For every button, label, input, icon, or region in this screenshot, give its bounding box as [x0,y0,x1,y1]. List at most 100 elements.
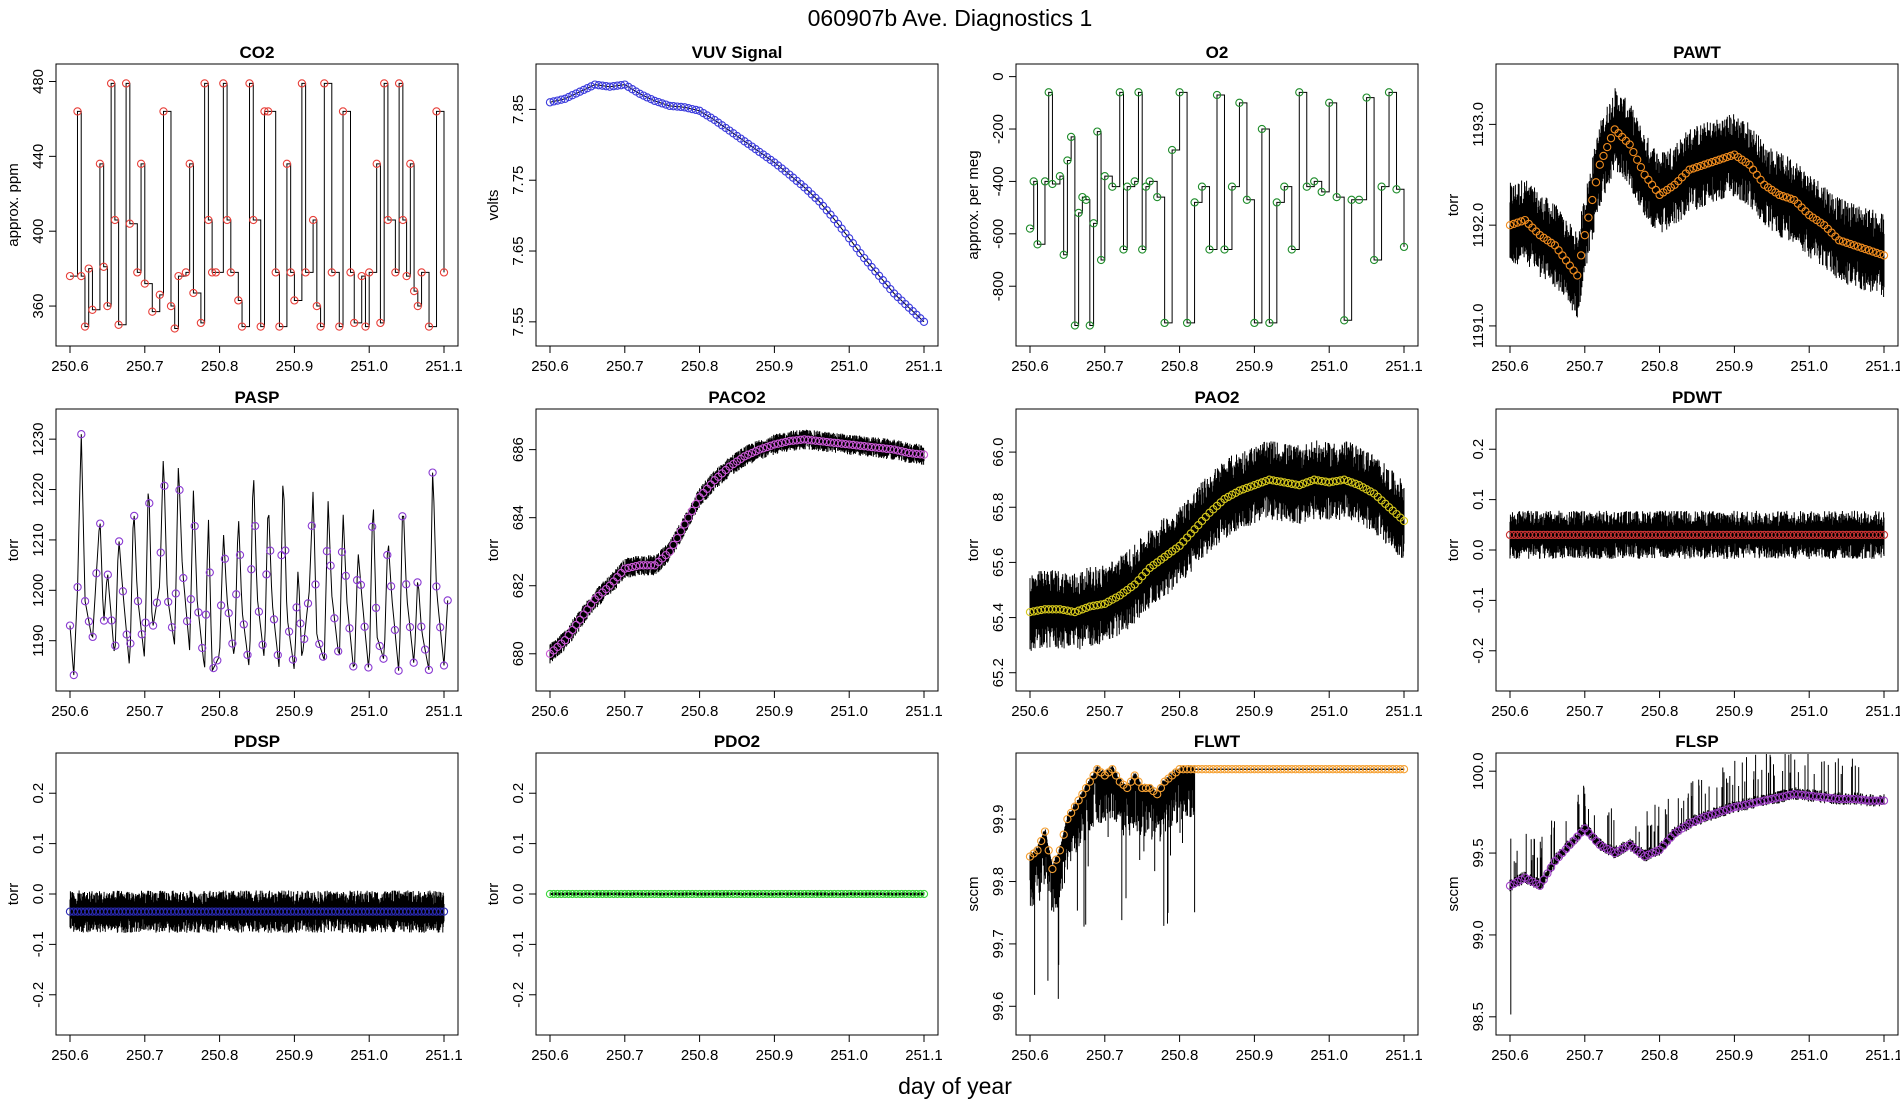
data-point [371,603,381,613]
y-tick-label: 480 [30,69,47,94]
data-point [1595,160,1604,169]
data-point [239,620,248,629]
data-point [1029,177,1038,186]
data-point [1861,244,1870,254]
data-point [1591,178,1601,187]
y-tick-label: 99.5 [1470,838,1487,867]
data-point [88,632,97,642]
x-tick-label: 250.9 [1716,358,1754,375]
data-point [335,322,344,331]
x-tick-label: 250.9 [756,358,794,375]
data-point [1340,316,1349,325]
data-point [211,268,221,277]
data-point [1576,251,1586,260]
data-point [1715,807,1724,817]
x-tick-label: 250.7 [126,358,164,375]
data-point [235,550,245,560]
x-tick-label: 250.6 [1491,703,1529,720]
data-point [216,601,226,610]
data-point [364,663,373,672]
data-point [155,290,164,299]
data-point [311,580,320,589]
data-point [680,520,689,529]
data-point [1584,213,1593,222]
y-tick-label: 686 [510,437,527,462]
data-point [1722,152,1732,162]
data-point [1879,251,1889,260]
data-point [245,79,254,88]
data-point [77,430,86,439]
data-point [424,665,434,675]
data-point [1153,790,1162,799]
data-point [406,159,415,168]
x-tick-label: 250.9 [1236,703,1274,720]
data-point [1704,159,1713,168]
data-point [1085,777,1094,786]
data-point [322,547,332,556]
y-tick-label: -0.1 [510,931,527,957]
data-point [1220,245,1229,254]
data-point [95,159,105,168]
panel-ylabel: torr [5,883,22,906]
x-tick-label: 250.6 [1011,703,1049,720]
y-tick-label: -0.2 [1470,638,1487,664]
data-point [346,268,355,277]
x-tick-label: 251.0 [830,703,868,720]
figure-xlabel: day of year [898,1073,1012,1099]
data-point [1692,163,1702,172]
data-point [130,511,139,521]
data-point [1782,791,1791,800]
data-point [1253,479,1263,488]
x-tick-label: 250.7 [1566,1047,1604,1064]
data-point [1719,806,1728,816]
data-point [315,639,324,649]
data-point [1096,600,1106,609]
data-point [106,79,116,88]
data-point [1760,796,1769,805]
x-tick-label: 251.0 [1310,358,1348,375]
x-tick-label: 250.6 [1011,358,1049,375]
data-point [185,159,194,168]
data-point [1347,478,1356,487]
data-point [579,85,588,95]
y-tick-label: 65.4 [990,603,1007,632]
data-point [1167,145,1177,155]
data-point [1685,165,1694,174]
data-point [620,564,629,573]
y-tick-label: 99.6 [990,992,1007,1021]
data-point [1354,195,1364,204]
data-point [1310,177,1319,186]
data-point [409,658,418,667]
data-point [1246,482,1255,491]
data-point [337,547,347,557]
data-point [167,623,177,632]
data-point [114,537,124,546]
data-point [243,650,252,660]
data-point [691,499,701,509]
y-tick-label: 400 [30,219,47,244]
data-point [386,582,396,591]
data-point [1081,195,1091,204]
data-point [1093,127,1102,136]
panel-ylabel: torr [1445,539,1462,562]
data-point [893,446,902,455]
data-point [1700,160,1709,169]
data-point [341,571,350,581]
x-tick-label: 250.8 [1641,358,1679,375]
data-point [198,643,207,653]
panel-vuv-signal: VUV Signal volts 250.6 250.7 250.8 250.9 251.0… [485,43,943,375]
data-point [1037,836,1046,846]
data-point [1298,479,1308,488]
data-point [1782,193,1791,202]
data-point [1842,238,1851,247]
data-point [275,322,284,331]
panel-ylabel: approx. ppm [5,163,22,246]
data-point [380,79,389,88]
data-point [1377,182,1386,191]
data-point [301,268,310,277]
data-point [1722,805,1732,814]
data-point [1778,792,1788,801]
data-point [1033,846,1042,855]
data-point [1280,182,1289,191]
data-point [114,320,123,329]
